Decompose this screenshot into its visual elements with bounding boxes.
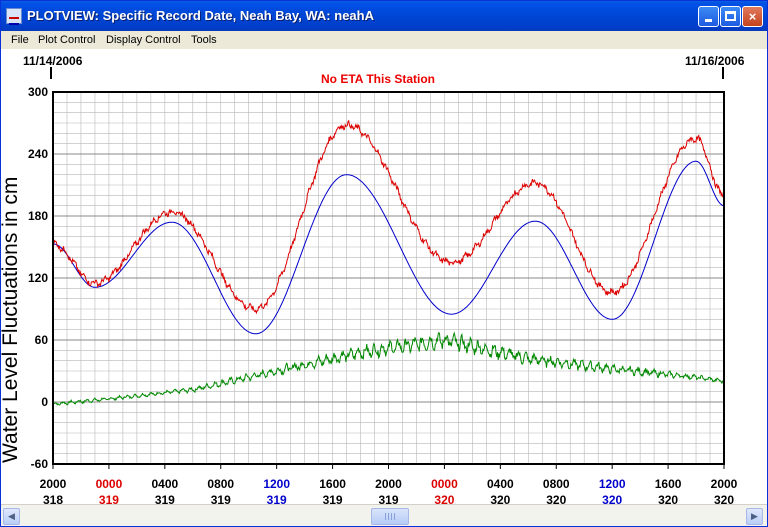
x-tick-day: 318	[43, 493, 63, 504]
title-bar[interactable]: PLOTVIEW: Specific Record Date, Neah Bay…	[1, 1, 767, 31]
start-date-label: 11/14/2006	[23, 54, 83, 68]
minimize-icon	[705, 19, 712, 22]
maximize-icon	[725, 11, 736, 21]
y-tick-label: 120	[28, 271, 48, 285]
x-tick-day: 319	[99, 493, 119, 504]
chart-series	[52, 119, 725, 406]
x-tick-time: 0800	[207, 477, 234, 491]
x-tick-day: 320	[434, 493, 454, 504]
x-tick-time: 1600	[319, 477, 346, 491]
scroll-thumb[interactable]	[371, 508, 409, 525]
x-tick-time: 1200	[599, 477, 626, 491]
chart-grid	[52, 91, 725, 465]
x-tick-time: 0000	[96, 477, 123, 491]
x-tick-labels: 2000 318 0000 319 0400 319 0800 319 1200 319 1600 3…	[40, 464, 738, 504]
x-tick-time: 0800	[543, 477, 570, 491]
water-level-chart: -60 0 60 120 180 240 300 2000 318 0000 319 0400 319…	[28, 67, 738, 504]
x-tick-day: 320	[602, 493, 622, 504]
close-button[interactable]: ×	[742, 6, 763, 27]
x-tick-day: 320	[658, 493, 678, 504]
menu-bar: File Plot Control Display Control Tools	[1, 31, 767, 49]
plot-frame	[52, 91, 725, 465]
scroll-left-button[interactable]: ◀	[3, 508, 20, 525]
menu-tools[interactable]: Tools	[191, 34, 217, 46]
menu-plot-control[interactable]: Plot Control	[38, 34, 96, 46]
x-tick-day: 319	[378, 493, 398, 504]
y-tick-label: 60	[35, 333, 49, 347]
end-date-label: 11/16/2006	[685, 54, 745, 68]
plot-area: 11/14/2006 11/16/2006 No ETA This Statio…	[0, 49, 767, 504]
x-tick-day: 320	[714, 493, 734, 504]
x-tick-day: 319	[211, 493, 231, 504]
x-tick-time: 1600	[655, 477, 682, 491]
y-tick-label: -60	[31, 457, 49, 471]
x-tick-day: 319	[323, 493, 343, 504]
menu-file[interactable]: File	[11, 34, 29, 46]
x-tick-time: 0000	[431, 477, 458, 491]
y-tick-label: 180	[28, 209, 48, 223]
x-tick-time: 2000	[375, 477, 402, 491]
x-tick-time: 2000	[40, 477, 67, 491]
menu-display-control[interactable]: Display Control	[106, 34, 181, 46]
window-title: PLOTVIEW: Specific Record Date, Neah Bay…	[27, 8, 374, 23]
app-icon	[6, 8, 22, 25]
y-tick-label: 300	[28, 85, 48, 99]
x-tick-day: 320	[490, 493, 510, 504]
y-tick-label: 240	[28, 147, 48, 161]
x-tick-time: 1200	[263, 477, 290, 491]
x-tick-time: 0400	[151, 477, 178, 491]
x-tick-day: 319	[155, 493, 175, 504]
y-tick-label: 0	[41, 395, 48, 409]
observed-series-line	[52, 119, 725, 315]
horizontal-scrollbar[interactable]: ◀ ▶	[1, 504, 767, 526]
eta-notice: No ETA This Station	[321, 72, 435, 86]
x-tick-day: 319	[267, 493, 287, 504]
predicted-series-line	[52, 160, 725, 335]
minimize-button[interactable]	[698, 6, 719, 27]
residual-series-line	[52, 331, 725, 406]
y-tick-labels: -60 0 60 120 180 240 300	[28, 85, 48, 471]
maximize-button[interactable]	[720, 6, 741, 27]
scroll-right-button[interactable]: ▶	[746, 508, 763, 525]
x-tick-time: 2000	[711, 477, 738, 491]
x-tick-day: 320	[546, 493, 566, 504]
x-tick-time: 0400	[487, 477, 514, 491]
